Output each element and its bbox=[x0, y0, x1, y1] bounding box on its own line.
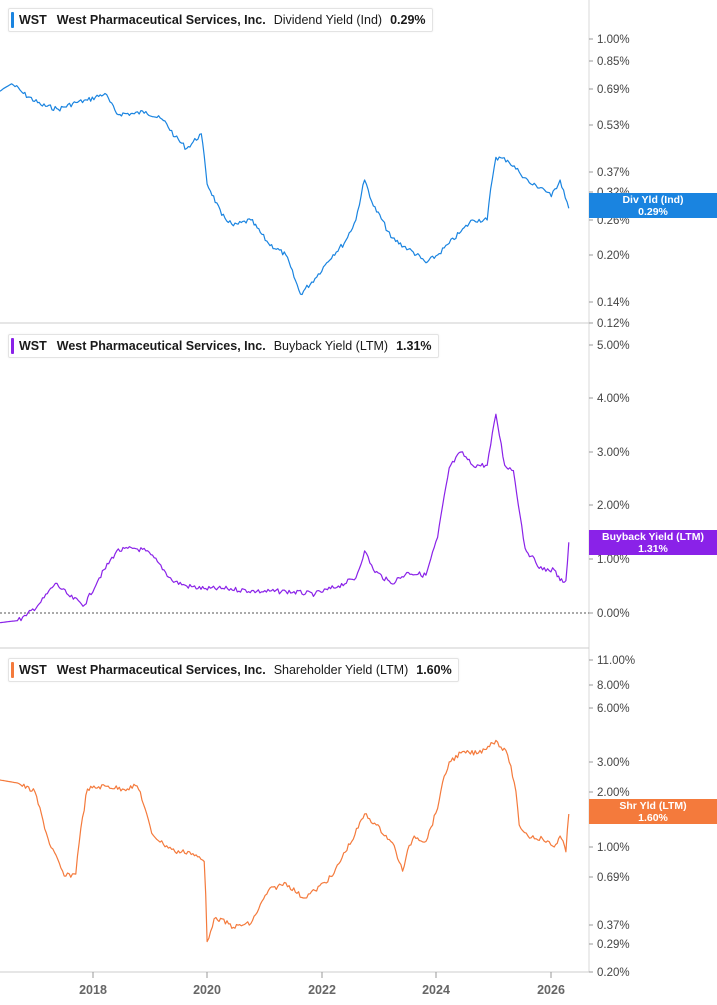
y-tick-label: 1.00% bbox=[597, 554, 630, 566]
x-tick-label: 2024 bbox=[422, 983, 450, 997]
panel-1: 1.00%0.85%0.69%0.53%0.37%0.32%0.26%0.20%… bbox=[0, 34, 630, 330]
legend-company: West Pharmaceutical Services, Inc. bbox=[56, 13, 266, 27]
legend-value: 1.31% bbox=[396, 339, 432, 353]
y-tick-label: 0.37% bbox=[597, 167, 630, 179]
badge-value: 0.29% bbox=[638, 206, 668, 218]
y-tick-label: 1.00% bbox=[597, 34, 630, 46]
series-line-2 bbox=[0, 413, 570, 624]
legend-value: 1.60% bbox=[416, 663, 452, 677]
badge-value: 1.60% bbox=[638, 812, 668, 824]
value-badge-3: Shr Yld (LTM) 1.60% bbox=[589, 799, 717, 824]
legend-3: WST West Pharmaceutical Services, Inc. Sha… bbox=[8, 658, 459, 682]
y-tick-label: 5.00% bbox=[597, 340, 630, 352]
x-tick-label: 2022 bbox=[308, 983, 336, 997]
badge-value: 1.31% bbox=[638, 543, 668, 555]
y-tick-label: 0.69% bbox=[597, 872, 630, 884]
y-tick-label: 11.00% bbox=[597, 655, 635, 667]
legend-value: 0.29% bbox=[390, 13, 426, 27]
legend-company: West Pharmaceutical Services, Inc. bbox=[56, 339, 266, 353]
y-tick-label: 0.20% bbox=[597, 967, 630, 979]
y-tick-label: 0.14% bbox=[597, 297, 630, 309]
badge-label: Buyback Yield (LTM) bbox=[602, 531, 704, 543]
legend-color-bar bbox=[11, 12, 14, 28]
y-tick-label: 4.00% bbox=[597, 393, 630, 405]
legend-ticker: WST bbox=[19, 13, 47, 27]
y-tick-label: 2.00% bbox=[597, 787, 630, 799]
x-tick-label: 2020 bbox=[193, 983, 221, 997]
legend-ticker: WST bbox=[19, 339, 47, 353]
y-tick-label: 0.37% bbox=[597, 920, 630, 932]
panel-2: 5.00% 4.00% 3.00% 2.00% 1.00% 0.00% bbox=[0, 340, 630, 649]
legend-color-bar bbox=[11, 662, 14, 678]
value-badge-1: Div Yld (Ind) 0.29% bbox=[589, 193, 717, 218]
x-tick-label: 2026 bbox=[537, 983, 565, 997]
panel-3: 11.00% 8.00% 6.00% 3.00% 2.00% 1.00% 0.69% 0.37… bbox=[0, 655, 635, 979]
y-tick-label: 0.20% bbox=[597, 250, 630, 262]
series-line-3 bbox=[0, 739, 570, 943]
y-tick-label: 0.69% bbox=[597, 84, 630, 96]
y-tick-label: 0.12% bbox=[597, 318, 630, 330]
y-tick-label: 0.26% bbox=[597, 215, 630, 227]
y-tick-label: 0.29% bbox=[597, 939, 630, 951]
legend-1: WST West Pharmaceutical Services, Inc. Div… bbox=[8, 8, 433, 32]
legend-2: WST West Pharmaceutical Services, Inc. Buy… bbox=[8, 334, 439, 358]
y-tick-label: 6.00% bbox=[597, 703, 630, 715]
legend-metric: Dividend Yield (Ind) bbox=[273, 13, 383, 27]
badge-label: Shr Yld (LTM) bbox=[619, 800, 687, 812]
x-tick-label: 2018 bbox=[79, 983, 107, 997]
value-badge-2: Buyback Yield (LTM) 1.31% bbox=[589, 530, 717, 555]
legend-metric: Shareholder Yield (LTM) bbox=[273, 663, 409, 677]
y-tick-label: 8.00% bbox=[597, 680, 630, 692]
series-line-1 bbox=[0, 83, 570, 296]
y-tick-label: 1.00% bbox=[597, 842, 630, 854]
y-tick-label: 2.00% bbox=[597, 500, 630, 512]
y-tick-label: 3.00% bbox=[597, 757, 630, 769]
badge-label: Div Yld (Ind) bbox=[622, 194, 684, 206]
y-tick-label: 0.00% bbox=[597, 608, 630, 620]
legend-color-bar bbox=[11, 338, 14, 354]
legend-company: West Pharmaceutical Services, Inc. bbox=[56, 663, 266, 677]
y-tick-label: 0.53% bbox=[597, 120, 630, 132]
y-tick-label: 0.85% bbox=[597, 56, 630, 68]
legend-ticker: WST bbox=[19, 663, 47, 677]
legend-metric: Buyback Yield (LTM) bbox=[273, 339, 389, 353]
y-tick-label: 3.00% bbox=[597, 447, 630, 459]
